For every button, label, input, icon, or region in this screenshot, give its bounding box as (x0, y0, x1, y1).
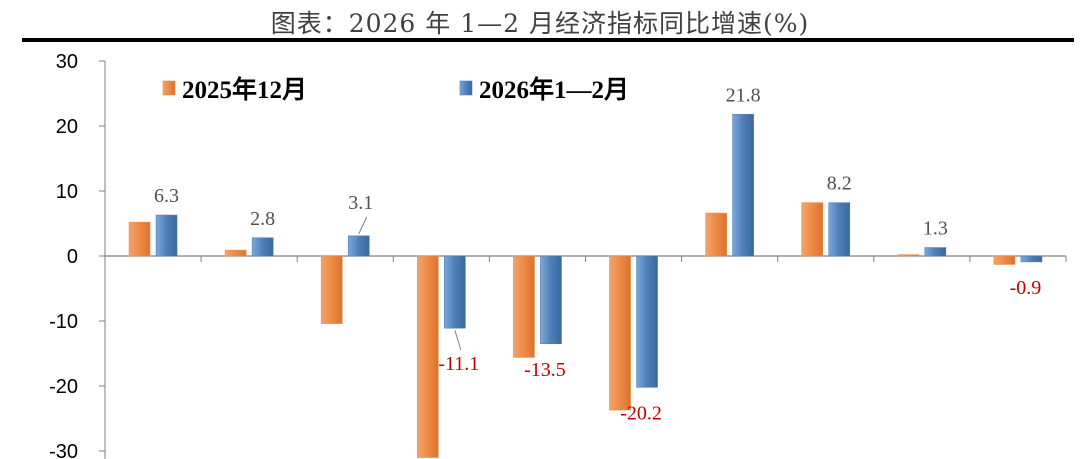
data-label-leader (454, 330, 462, 351)
y-tick-label: 30 (56, 51, 78, 73)
data-label: -11.1 (438, 353, 479, 375)
legend-label-2025-12: 2025年12月 (182, 75, 307, 104)
bar-2025-12 (993, 255, 1016, 265)
legend-swatch-2026-1-2 (459, 80, 473, 96)
y-tick-label: -20 (49, 376, 78, 398)
data-label: -13.5 (524, 359, 566, 381)
bar-2025-12 (320, 255, 343, 324)
data-label: 3.1 (348, 192, 373, 214)
title-rule (22, 38, 1074, 42)
bar-2025-12 (897, 254, 920, 257)
bar-2026-1-2 (924, 247, 947, 257)
bar-2025-12 (513, 255, 535, 358)
data-label: 1.3 (923, 218, 948, 240)
data-label: 21.8 (726, 84, 761, 106)
bar-2025-12 (801, 202, 824, 257)
legend-swatch-2025-12 (162, 80, 176, 96)
bar-2026-1-2 (444, 255, 466, 329)
y-tick-label: 0 (67, 246, 78, 268)
bar-2026-1-2 (540, 255, 562, 345)
bar-2025-12 (705, 212, 727, 257)
bar-2026-1-2 (347, 235, 370, 257)
data-label: -20.2 (620, 402, 662, 424)
bar-2026-1-2 (828, 202, 851, 257)
bar-2026-1-2 (732, 114, 754, 257)
data-label: 2.8 (250, 208, 275, 230)
bar-2025-12 (224, 249, 247, 257)
data-label: -0.9 (1010, 277, 1042, 299)
y-tick-label: 10 (56, 181, 78, 203)
bar-2025-12 (417, 255, 439, 458)
bar-2025-12 (609, 255, 631, 411)
data-label: 6.3 (154, 185, 179, 207)
bar-2026-1-2 (1020, 255, 1043, 263)
legend-label-2026-1-2: 2026年1—2月 (479, 75, 629, 104)
y-tick-label: 20 (56, 116, 78, 138)
y-tick-label: -30 (49, 441, 78, 459)
bar-2026-1-2 (636, 255, 658, 388)
chart-title: 图表：2026 年 1—2 月经济指标同比增速(%) (270, 9, 810, 38)
data-label-leader (358, 216, 368, 235)
bar-2025-12 (128, 221, 151, 257)
y-tick-label: -10 (49, 311, 78, 333)
data-label: 8.2 (827, 173, 852, 195)
bar-2026-1-2 (155, 214, 178, 257)
bar-2026-1-2 (251, 237, 274, 257)
